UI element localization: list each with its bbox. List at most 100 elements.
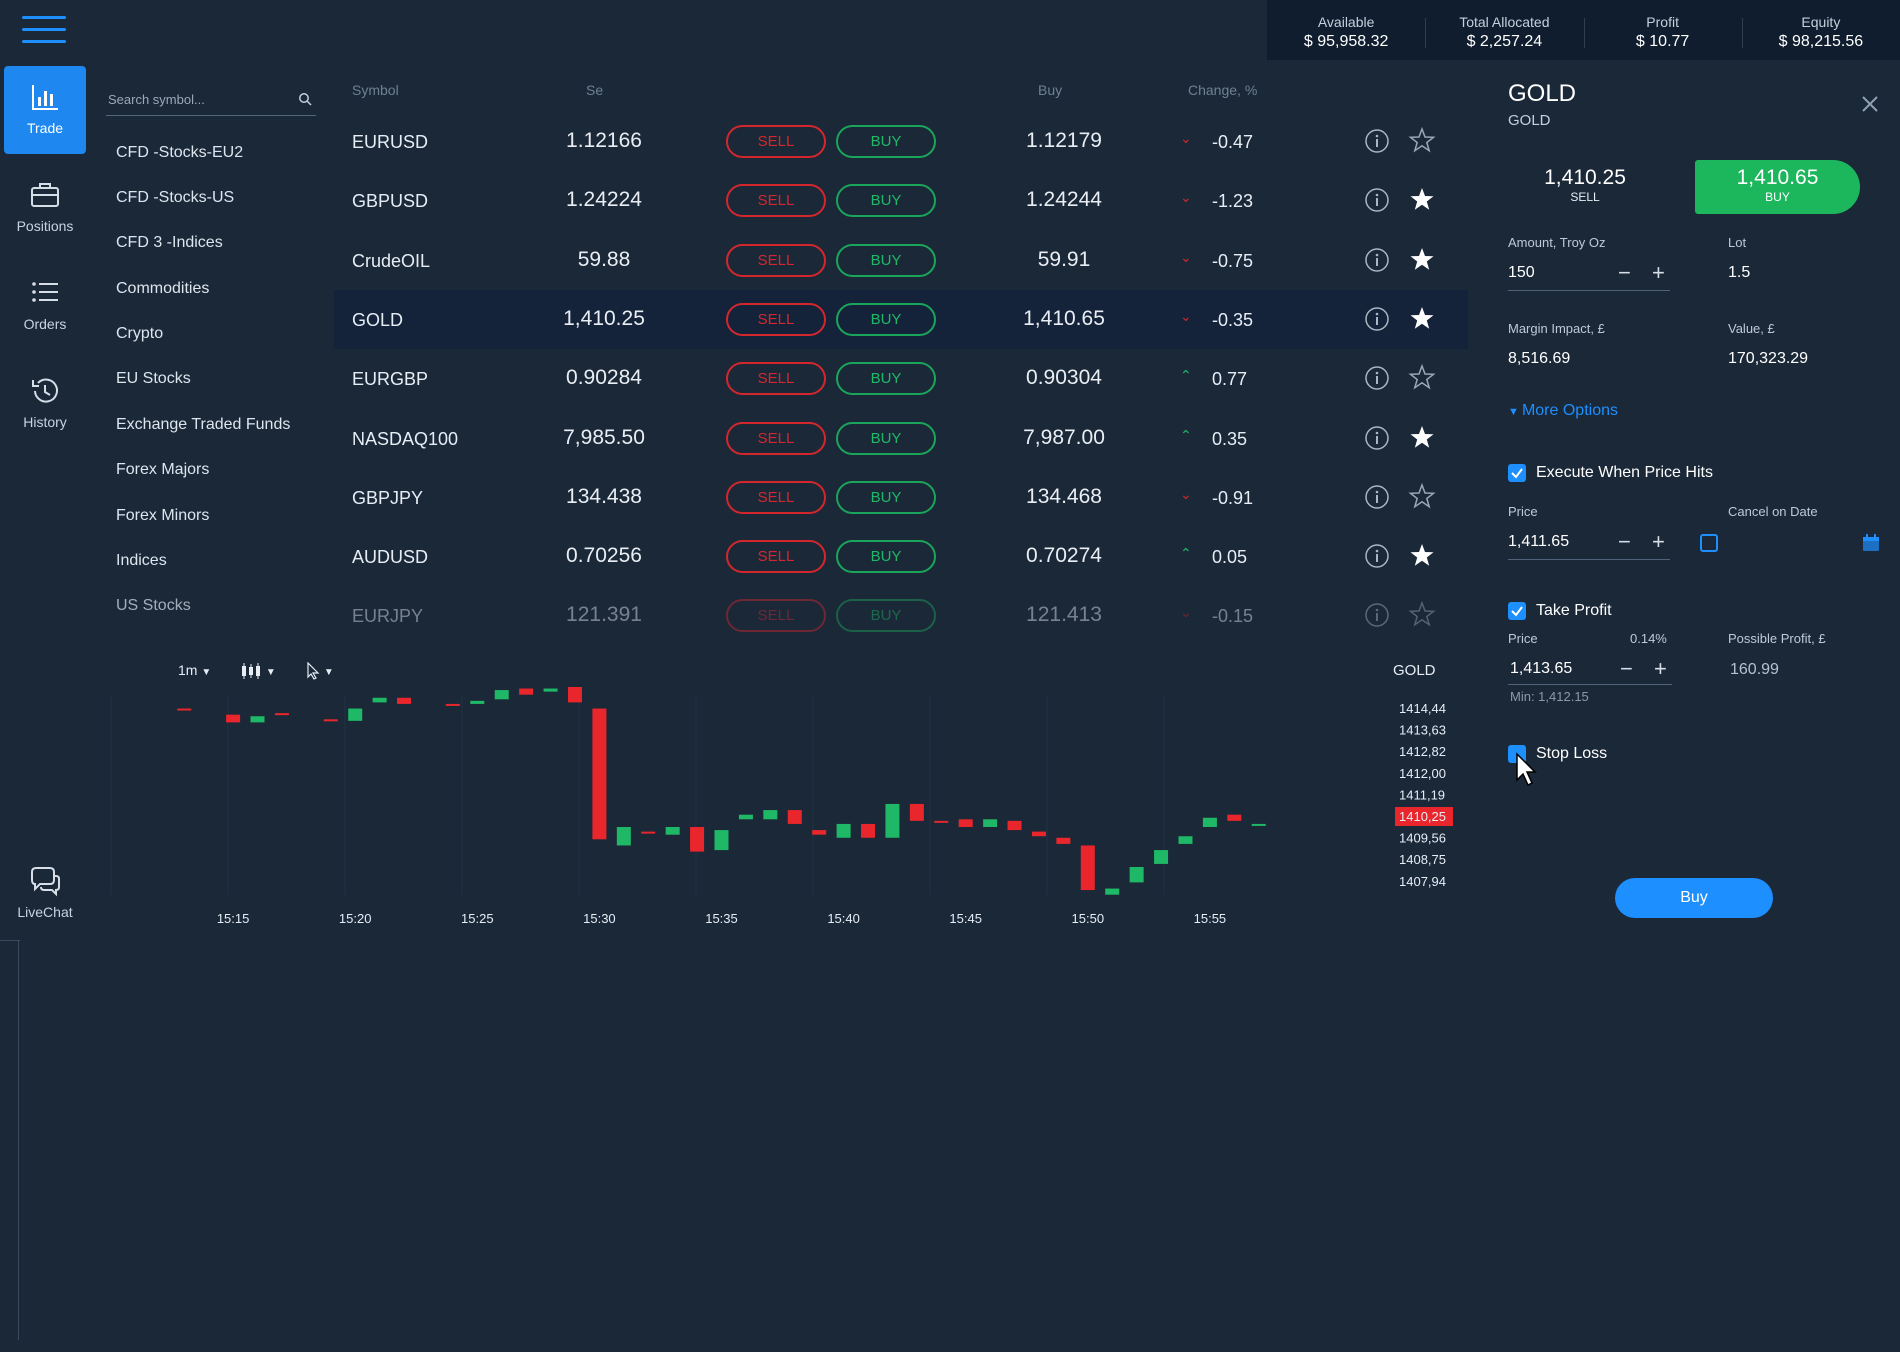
star-outline-icon[interactable] [1408, 600, 1436, 628]
star-filled-icon[interactable] [1408, 304, 1436, 332]
plus-icon[interactable]: + [1654, 656, 1667, 681]
mouse-cursor-icon [1516, 752, 1537, 787]
category-item[interactable]: CFD 3 -Indices [116, 234, 223, 251]
candle [445, 703, 460, 706]
buy-button[interactable]: BUY [836, 184, 936, 218]
nav-positions[interactable]: Positions [4, 164, 86, 252]
nav-livechat[interactable]: LiveChat [4, 850, 86, 938]
tp-price-input[interactable]: 1,413.65 [1510, 660, 1573, 677]
category-item[interactable]: EU Stocks [116, 370, 191, 387]
candle [250, 716, 265, 723]
category-item[interactable]: Indices [116, 552, 167, 569]
plus-icon[interactable]: + [1652, 529, 1665, 554]
table-row[interactable]: GBPUSD 1.24224 SELL BUY 1.24244 ⌄ -1.23 [334, 171, 1468, 230]
table-row[interactable]: EURUSD 1.12166 SELL BUY 1.12179 ⌄ -0.47 [334, 112, 1468, 171]
table-row[interactable]: GOLD 1,410.25 SELL BUY 1,410.65 ⌄ -0.35 [334, 289, 1468, 349]
tp-underline [1508, 684, 1672, 685]
timeframe-select[interactable]: 1m ▼ [178, 662, 211, 678]
table-row[interactable]: GBPJPY 134.438 SELL BUY 134.468 ⌄ -0.91 [334, 468, 1468, 527]
info-icon[interactable] [1364, 187, 1390, 213]
price-input[interactable]: 1,411.65 [1508, 533, 1570, 550]
star-filled-icon[interactable] [1408, 541, 1436, 569]
minus-icon[interactable]: − [1620, 656, 1633, 681]
buy-button[interactable]: BUY [836, 125, 936, 158]
buy-button[interactable]: Buy [1615, 878, 1773, 918]
info-icon[interactable] [1364, 247, 1390, 273]
info-icon[interactable] [1364, 602, 1390, 628]
margin-value: 8,516.69 [1508, 350, 1571, 367]
sell-button[interactable]: SELL [726, 599, 826, 632]
candlestick-plot[interactable]: 1414,44 1413,63 1412,82 1412,00 1411,19 1410,… [96, 685, 1460, 935]
more-options-toggle[interactable]: ▼ More Options [1508, 402, 1618, 420]
lot-label: Lot [1728, 235, 1747, 250]
history-icon [32, 378, 58, 403]
execute-checkbox[interactable] [1508, 464, 1526, 482]
nav-history[interactable]: History [4, 360, 86, 448]
buy-button[interactable]: BUY [836, 243, 936, 277]
nav-trade[interactable]: Trade [4, 66, 86, 154]
take-profit-checkbox[interactable] [1508, 602, 1526, 620]
sell-button[interactable]: SELL [726, 302, 826, 336]
cancel-date-checkbox[interactable] [1700, 534, 1718, 552]
search-input[interactable]: Search symbol... [106, 82, 316, 116]
buy-button[interactable]: BUY [836, 362, 936, 396]
nav-orders[interactable]: Orders [4, 262, 86, 350]
sell-button[interactable]: SELL [726, 243, 826, 277]
info-icon[interactable] [1364, 128, 1390, 154]
close-icon[interactable] [1860, 94, 1880, 114]
category-item[interactable]: Commodities [116, 280, 210, 297]
row-symbol: AUDUSD [352, 547, 429, 568]
table-row[interactable]: EURJPY 121.391 SELL BUY 121.413 ⌄ -0.15 [334, 586, 1468, 632]
candlestick-icon [242, 663, 260, 680]
info-icon[interactable] [1364, 425, 1390, 451]
check-icon [1511, 606, 1523, 617]
bar-chart-icon [32, 85, 58, 110]
table-row[interactable]: AUDUSD 0.70256 SELL BUY 0.70274 ⌃ 0.05 [334, 527, 1468, 586]
drawing-tool-select[interactable]: ▼ [306, 661, 334, 681]
plus-icon[interactable]: + [1652, 260, 1665, 285]
star-filled-icon[interactable] [1408, 245, 1436, 273]
stat-label: Equity [1801, 14, 1841, 30]
star-outline-icon[interactable] [1408, 363, 1436, 391]
sell-button[interactable]: SELL [726, 362, 826, 396]
minus-icon[interactable]: − [1618, 529, 1631, 554]
category-item[interactable]: CFD -Stocks-US [116, 189, 235, 206]
info-icon[interactable] [1364, 365, 1390, 391]
category-item[interactable]: US Stocks [116, 597, 191, 614]
star-outline-icon[interactable] [1408, 482, 1436, 510]
amount-input[interactable]: 150 [1508, 264, 1535, 281]
sell-button[interactable]: SELL [726, 540, 826, 574]
buy-button[interactable]: BUY [836, 599, 936, 632]
row-sell-price: 1.24224 [566, 188, 642, 212]
category-item[interactable]: Forex Minors [116, 507, 210, 524]
sell-button[interactable]: SELL [726, 421, 826, 455]
category-item[interactable]: Forex Majors [116, 461, 210, 478]
table-row[interactable]: NASDAQ100 7,985.50 SELL BUY 7,987.00 ⌃ 0.35 [334, 409, 1468, 468]
buy-price-box[interactable]: 1,410.65 BUY [1695, 160, 1860, 214]
info-icon[interactable] [1364, 306, 1390, 332]
sell-price-box[interactable]: 1,410.25 SELL [1510, 160, 1660, 214]
buy-button[interactable]: BUY [836, 540, 936, 574]
menu-icon[interactable] [22, 16, 66, 44]
sell-button[interactable]: SELL [726, 125, 826, 158]
buy-button[interactable]: BUY [836, 421, 936, 455]
info-icon[interactable] [1364, 543, 1390, 569]
star-outline-icon[interactable] [1408, 126, 1436, 154]
table-row[interactable]: CrudeOIL 59.88 SELL BUY 59.91 ⌄ -0.75 [334, 231, 1468, 290]
category-item[interactable]: Crypto [116, 325, 164, 342]
buy-button[interactable]: BUY [836, 480, 936, 514]
info-icon[interactable] [1364, 484, 1390, 510]
star-filled-icon[interactable] [1408, 185, 1436, 213]
category-item[interactable]: Exchange Traded Funds [116, 416, 291, 433]
star-filled-icon[interactable] [1408, 423, 1436, 451]
buy-button[interactable]: BUY [836, 302, 936, 336]
row-buy-price: 1.12179 [1026, 129, 1102, 152]
table-row[interactable]: EURGBP 0.90284 SELL BUY 0.90304 ⌃ 0.77 [334, 349, 1468, 408]
sell-button[interactable]: SELL [726, 184, 826, 218]
minus-icon[interactable]: − [1618, 260, 1631, 285]
calendar-icon[interactable] [1862, 534, 1880, 552]
tp-percent: 0.14% [1630, 631, 1667, 646]
sell-button[interactable]: SELL [726, 480, 826, 514]
category-item[interactable]: CFD -Stocks-EU2 [116, 144, 244, 161]
chart-type-select[interactable]: ▼ [240, 662, 276, 680]
